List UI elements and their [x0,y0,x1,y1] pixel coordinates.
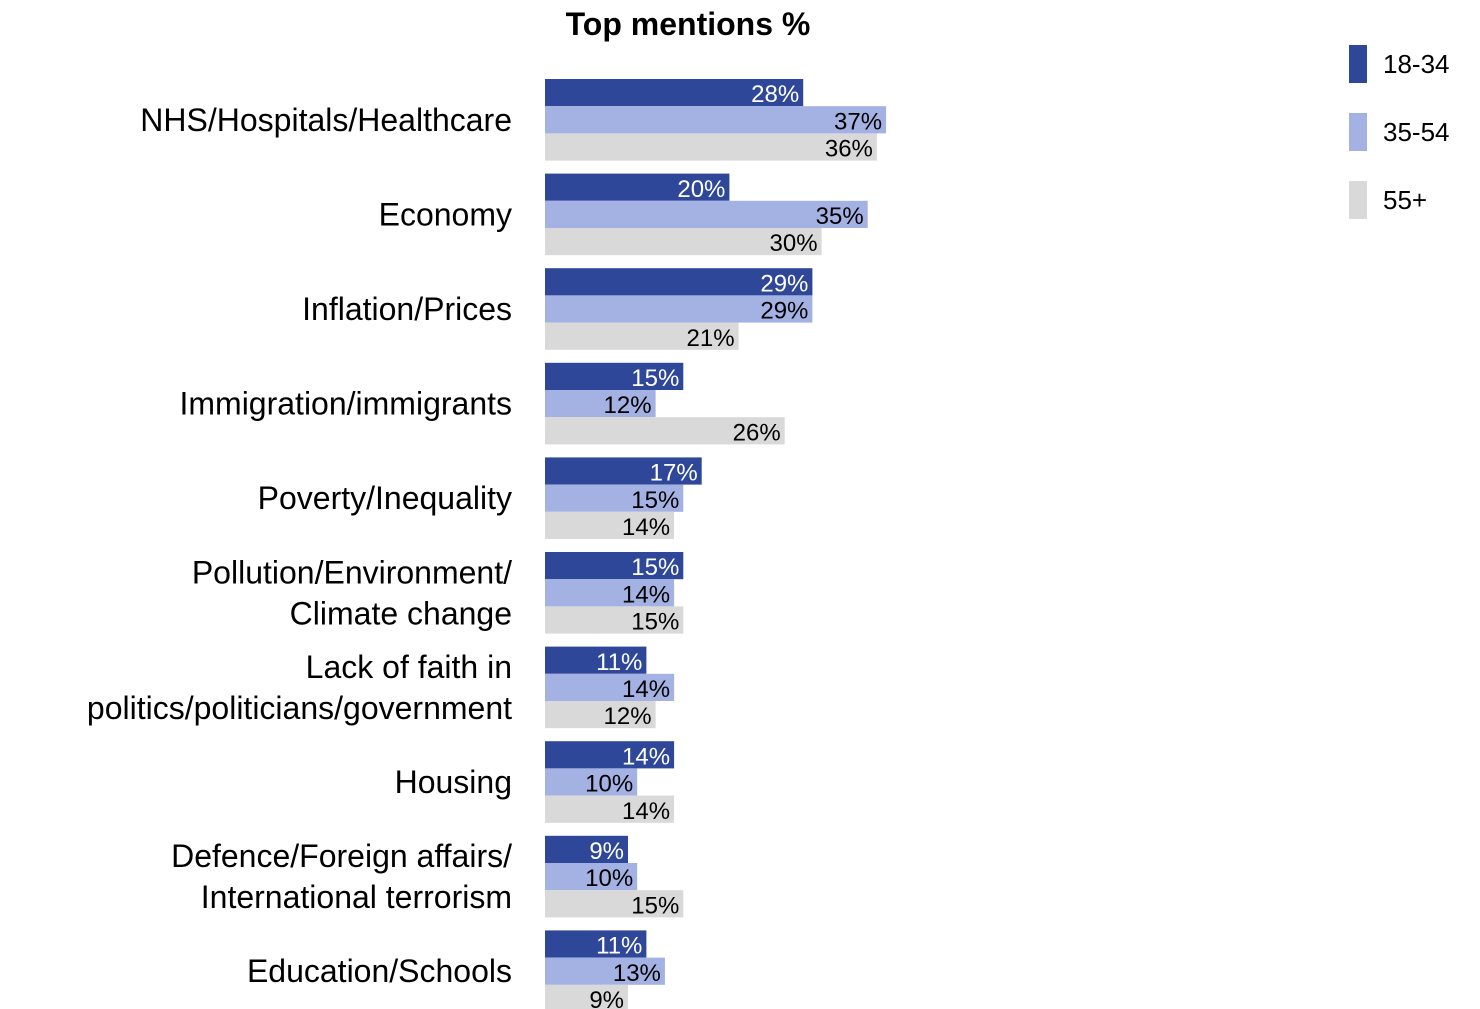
category-label-nhs-hospitals-healthcare: NHS/Hospitals/Healthcare [140,102,512,138]
data-label-18-34-immigration-immigrants: 15% [631,365,679,392]
bar-55-pollution-environment-climate-change [545,606,684,634]
data-label-55-defence-foreign-affairs-international-terrorism: 15% [631,892,679,919]
data-label-35-54-defence-foreign-affairs-international-terrorism: 10% [585,865,633,892]
legend-label-55: 55+ [1383,185,1427,215]
data-label-55-pollution-environment-climate-change: 15% [631,609,679,636]
data-label-35-54-poverty-inequality: 15% [631,487,679,514]
bar-35-54-defence-foreign-affairs-international-terrorism [545,863,638,891]
bar-35-54-inflation-prices [545,295,813,323]
data-label-35-54-immigration-immigrants: 12% [604,392,652,419]
bar-18-34-lack-of-faith-in-politics-politicians-government [545,646,647,674]
data-label-55-economy: 30% [770,230,818,257]
data-label-18-34-pollution-environment-climate-change: 15% [631,554,679,581]
legend-label-18-34: 18-34 [1383,49,1450,79]
legend-swatch-18-34 [1349,45,1367,83]
data-label-35-54-lack-of-faith-in-politics-politicians-government: 14% [622,676,670,703]
bar-18-34-housing [545,741,675,769]
legend-label-35-54: 35-54 [1383,117,1450,147]
data-label-35-54-inflation-prices: 29% [760,298,808,325]
category-label-lack-of-faith-in-politics-politicians-government: Lack of faith in politics/politicians/gov… [87,649,512,726]
bar-55-inflation-prices [545,322,739,350]
data-label-18-34-education-schools: 11% [596,933,642,960]
bar-35-54-poverty-inequality [545,484,684,512]
bar-18-34-inflation-prices [545,268,813,296]
bar-55-poverty-inequality [545,511,675,539]
data-label-35-54-pollution-environment-climate-change: 14% [622,581,670,608]
bar-55-education-schools [545,984,628,1009]
bar-55-nhs-hospitals-healthcare [545,133,877,161]
category-labels: NHS/Hospitals/Healthcare Economy Inflation… [87,102,512,989]
category-label-inflation-prices: Inflation/Prices [302,291,512,327]
bars [545,79,887,1009]
data-label-18-34-housing: 14% [622,743,670,770]
legend: 18-34 35-54 55+ [1349,45,1450,219]
data-label-18-34-inflation-prices: 29% [760,270,808,297]
data-label-55-lack-of-faith-in-politics-politicians-government: 12% [604,703,652,730]
bar-55-economy [545,228,822,256]
data-label-18-34-defence-foreign-affairs-international-terrorism: 9% [589,838,624,865]
data-label-18-34-economy: 20% [677,176,725,203]
bar-55-immigration-immigrants [545,417,785,445]
category-label-housing: Housing [395,764,512,800]
bar-18-34-economy [545,173,730,201]
data-label-35-54-economy: 35% [816,203,864,230]
bar-18-34-poverty-inequality [545,457,702,485]
category-label-poverty-inequality: Poverty/Inequality [258,480,512,516]
data-label-55-nhs-hospitals-healthcare: 36% [825,136,873,163]
bar-18-34-nhs-hospitals-healthcare [545,79,804,107]
data-label-55-poverty-inequality: 14% [622,514,670,541]
data-label-55-education-schools: 9% [589,987,624,1009]
bar-55-lack-of-faith-in-politics-politicians-government [545,701,656,729]
data-label-55-immigration-immigrants: 26% [733,419,781,446]
bar-55-defence-foreign-affairs-international-terrorism [545,890,684,918]
bar-35-54-immigration-immigrants [545,390,656,418]
data-label-35-54-education-schools: 13% [613,960,661,987]
bar-18-34-education-schools [545,930,647,958]
legend-swatch-55 [1349,181,1367,219]
bar-35-54-education-schools [545,957,665,985]
chart-title: Top mentions % [566,6,811,42]
data-label-55-inflation-prices: 21% [687,325,735,352]
category-label-immigration-immigrants: Immigration/immigrants [179,386,512,422]
category-label-economy: Economy [379,196,512,232]
bar-35-54-housing [545,768,638,796]
data-label-35-54-nhs-hospitals-healthcare: 37% [834,108,882,135]
bar-35-54-lack-of-faith-in-politics-politicians-government [545,673,675,701]
category-label-pollution-environment-climate-change: Pollution/Environment/Climate change [192,554,512,631]
data-label-18-34-lack-of-faith-in-politics-politicians-government: 11% [596,649,642,676]
legend-swatch-35-54 [1349,113,1367,151]
data-label-35-54-housing: 10% [585,771,633,798]
bar-18-34-immigration-immigrants [545,362,684,390]
bar-18-34-pollution-environment-climate-change [545,552,684,580]
category-label-education-schools: Education/Schools [247,953,512,989]
bar-35-54-nhs-hospitals-healthcare [545,106,887,134]
bar-18-34-defence-foreign-affairs-international-terrorism [545,835,628,863]
category-label-defence-foreign-affairs-international-terrorism: Defence/Foreign affairs/International te… [171,838,512,915]
bar-55-housing [545,795,675,823]
bar-35-54-pollution-environment-climate-change [545,579,675,607]
bar-35-54-economy [545,200,868,228]
bar-labels: 28%37%36%20%35%30%29%29%21%15%12%26%17%1… [585,81,882,1009]
data-label-55-housing: 14% [622,798,670,825]
data-label-18-34-poverty-inequality: 17% [650,460,698,487]
data-label-18-34-nhs-hospitals-healthcare: 28% [751,81,799,108]
